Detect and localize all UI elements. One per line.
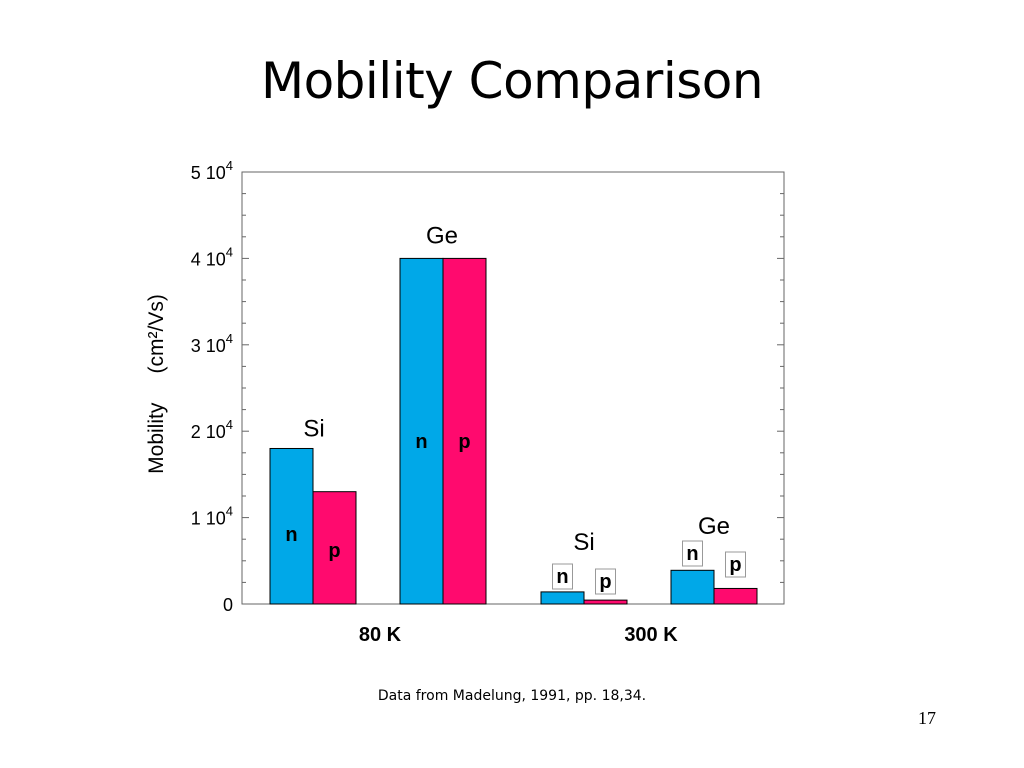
material-label: Si (573, 529, 594, 556)
y-tick-label: 4 104 (191, 244, 233, 269)
bar-label-n: n (415, 431, 427, 453)
bar-label-box-p (595, 568, 616, 595)
bar-label-n: n (556, 566, 568, 588)
bar-label-p: p (458, 431, 470, 453)
group-label: 80 K (359, 624, 402, 646)
bar-p-si (312, 491, 357, 605)
material-label: Si (303, 415, 324, 442)
y-tick-label: 1 104 (191, 504, 233, 529)
bar-label-p: p (729, 554, 741, 576)
y-axis-label: Mobility (cm²/Vs) (145, 294, 168, 474)
slide-title: Mobility Comparison (260, 52, 764, 110)
y-tick-label: 5 104 (191, 158, 233, 183)
group-label: 300 K (624, 624, 678, 646)
y-tick-label: 2 104 (191, 417, 233, 442)
material-label: Ge (698, 513, 730, 540)
data-source-caption: Data from Madelung, 1991, pp. 18,34. (377, 688, 647, 704)
bar-p-si (583, 599, 628, 605)
bar-label-box-n (682, 540, 703, 567)
bar-label-p: p (328, 540, 340, 562)
page-number: 17 (918, 708, 936, 728)
bar-label-n: n (686, 543, 698, 565)
bar-n-ge (399, 257, 444, 605)
bar-label-box-n (552, 563, 573, 590)
bar-p-ge (442, 257, 487, 605)
bar-label-box-p (725, 551, 746, 578)
bar-n-si (540, 591, 585, 605)
bar-label-n: n (285, 524, 297, 546)
bar-label-p: p (599, 571, 611, 593)
bar-n-si (269, 447, 314, 605)
material-label: Ge (426, 222, 458, 249)
y-tick-label: 0 (223, 595, 233, 615)
y-tick-label: 3 104 (191, 331, 233, 356)
bar-p-ge (713, 587, 758, 605)
bar-n-ge (670, 569, 715, 605)
